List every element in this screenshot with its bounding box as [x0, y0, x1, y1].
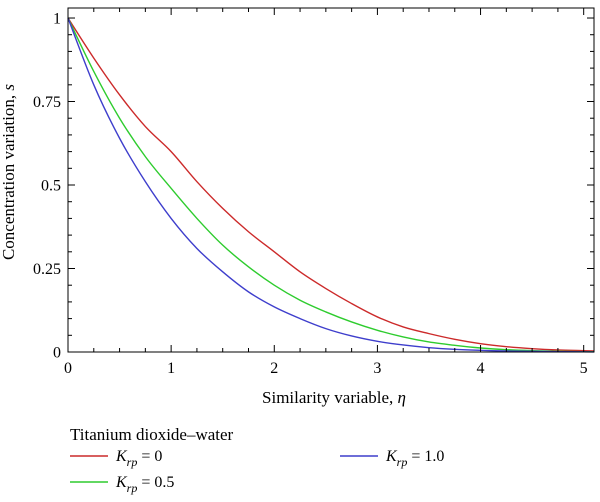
- y-tick-label: 0.5: [41, 178, 61, 195]
- plot-frame: [67, 7, 595, 353]
- legend-label-0: Krp = 0: [115, 448, 162, 469]
- y-tick-label: 1: [53, 11, 61, 28]
- ticks-layer: [67, 8, 594, 353]
- y-axis-label: Concentration variation, s: [0, 84, 18, 260]
- legend-title: Titanium dioxide–water: [70, 425, 234, 444]
- series-line-2: [67, 17, 595, 353]
- legend: Titanium dioxide–water Krp = 0 Krp = 0.5 Kr…: [70, 425, 444, 495]
- y-tick-label: 0.75: [33, 94, 61, 111]
- labels-layer: 0 1 2 3 4 5 0 0.25 0.5 0.75 1 Similarity variable, …: [0, 11, 588, 407]
- y-tick-label: 0.25: [33, 261, 61, 278]
- x-tick-label: 3: [373, 360, 381, 377]
- series-line-1: [67, 17, 595, 353]
- series-line-0: [67, 17, 595, 352]
- x-tick-label: 4: [477, 360, 485, 377]
- x-tick-label: 1: [167, 360, 175, 377]
- x-tick-label: 0: [64, 360, 72, 377]
- legend-label-2: Krp = 1.0: [385, 448, 444, 469]
- y-tick-label: 0: [53, 345, 61, 362]
- legend-label-1: Krp = 0.5: [115, 474, 174, 495]
- x-axis-label: Similarity variable, η: [262, 388, 406, 407]
- x-tick-label: 2: [270, 360, 278, 377]
- x-tick-label: 5: [580, 360, 588, 377]
- series-layer: [67, 17, 595, 353]
- axes-layer: [67, 7, 595, 353]
